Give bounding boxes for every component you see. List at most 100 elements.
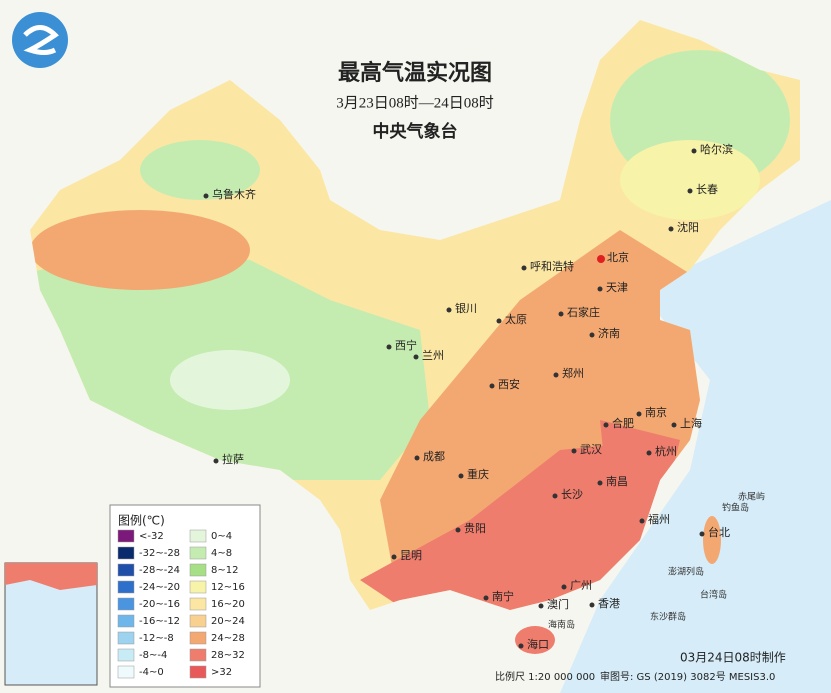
legend-swatch: [189, 665, 207, 679]
city-dot: [553, 372, 559, 378]
island-label: 钓鱼岛: [722, 502, 749, 514]
city-dot: [571, 448, 577, 454]
city-label: 郑州: [562, 366, 584, 380]
legend-label: 28~32: [211, 650, 245, 661]
legend-swatch: [189, 529, 207, 543]
hainan: [515, 626, 555, 654]
city-label: 太原: [505, 313, 527, 326]
legend-title: 图例(℃): [118, 514, 165, 528]
city-label: 合肥: [612, 416, 634, 430]
legend-swatch: [117, 648, 135, 662]
city-dot: [391, 554, 397, 560]
legend-swatch: [117, 614, 135, 628]
legend-swatch: [117, 563, 135, 577]
city-dot: [639, 518, 645, 524]
legend-label: 20~24: [211, 616, 245, 627]
city-dot: [496, 318, 502, 324]
city-label: 武汉: [580, 443, 602, 456]
city-dot: [455, 527, 461, 533]
city-label: 贵阳: [464, 522, 486, 535]
city-label: 长沙: [561, 488, 583, 501]
title: 最高气温实况图: [338, 60, 492, 86]
city-label: 银川: [455, 301, 477, 315]
city-label: 香港: [598, 597, 620, 610]
city-label: 台北: [708, 525, 730, 539]
legend-label: 12~16: [211, 582, 245, 593]
city-label: 成都: [423, 450, 445, 463]
legend-swatch: [117, 580, 135, 594]
city-dot: [589, 602, 595, 608]
city-label: 天津: [606, 281, 628, 294]
city-dot: [446, 307, 452, 313]
legend-swatch: [117, 546, 135, 560]
city-dot: [671, 422, 677, 428]
island-label: 澎湖列岛: [668, 566, 704, 578]
scale: 比例尺 1:20 000 000: [495, 670, 595, 683]
city-dot: [699, 531, 705, 537]
taiwan: [703, 516, 721, 564]
city-label: 呼和浩特: [530, 259, 574, 273]
legend-swatch: [117, 631, 135, 645]
city-dot: [691, 148, 697, 154]
city-dot: [213, 458, 219, 464]
legend-label: -20~-16: [139, 599, 180, 610]
city-dot: [458, 473, 464, 479]
city-label: 重庆: [467, 467, 489, 481]
city-label: 哈尔滨: [700, 142, 733, 156]
city-dot: [518, 643, 524, 649]
city-label: 长春: [696, 183, 718, 196]
legend-label: 0~4: [211, 531, 232, 542]
legend-label: -4~0: [139, 667, 164, 678]
city-dot: [589, 332, 595, 338]
city-dot: [203, 193, 209, 199]
legend-label: -24~-20: [139, 582, 180, 593]
city-dot: [597, 255, 605, 263]
city-label: 沈阳: [677, 220, 699, 234]
city-dot: [483, 595, 489, 601]
city-label: 南京: [645, 405, 667, 419]
legend-label: 16~20: [211, 599, 245, 610]
island-label: 海南岛: [548, 619, 575, 631]
legend-label: 24~28: [211, 633, 245, 644]
city-dot: [538, 603, 544, 609]
city-dot: [386, 344, 392, 350]
legend-label: -8~-4: [139, 650, 167, 661]
city-label: 南昌: [606, 475, 628, 488]
legend-swatch: [189, 614, 207, 628]
city-label: 澳门: [547, 597, 569, 611]
island-label: 赤尾屿: [738, 492, 765, 503]
city-label: 石家庄: [567, 305, 600, 319]
city-label: 杭州: [655, 444, 677, 458]
city-label: 拉萨: [222, 452, 244, 466]
approval: 审图号: GS (2019) 3082号 MESIS3.0: [600, 670, 775, 683]
city-label: 昆明: [400, 549, 422, 562]
legend-swatch: [189, 563, 207, 577]
city-dot: [413, 354, 419, 360]
city-dot: [636, 411, 642, 417]
city-label: 广州: [570, 579, 592, 592]
city-label: 福州: [648, 512, 670, 526]
city-dot: [521, 265, 527, 271]
legend-label: -16~-12: [139, 616, 180, 627]
legend-swatch: [189, 597, 207, 611]
city-dot: [597, 286, 603, 292]
issued: 03月24日08时制作: [680, 651, 786, 665]
city-label: 北京: [607, 250, 629, 264]
city-label: 上海: [680, 416, 702, 430]
logo-mark: [23, 25, 59, 55]
agency: 中央气象台: [373, 121, 458, 142]
city-dot: [668, 226, 674, 232]
legend-swatch: [189, 648, 207, 662]
legend-box: [109, 504, 261, 688]
legend-swatch: [117, 665, 135, 679]
island-label: 台湾岛: [700, 589, 727, 601]
legend-swatch: [189, 580, 207, 594]
city-dot: [561, 584, 567, 590]
subtitle: 3月23日08时—24日08时: [336, 94, 494, 111]
city-dot: [687, 188, 693, 194]
city-dot: [603, 422, 609, 428]
city-label: 南宁: [492, 589, 514, 603]
legend-label: 4~8: [211, 548, 232, 559]
city-dot: [646, 450, 652, 456]
city-label: 乌鲁木齐: [212, 187, 256, 201]
